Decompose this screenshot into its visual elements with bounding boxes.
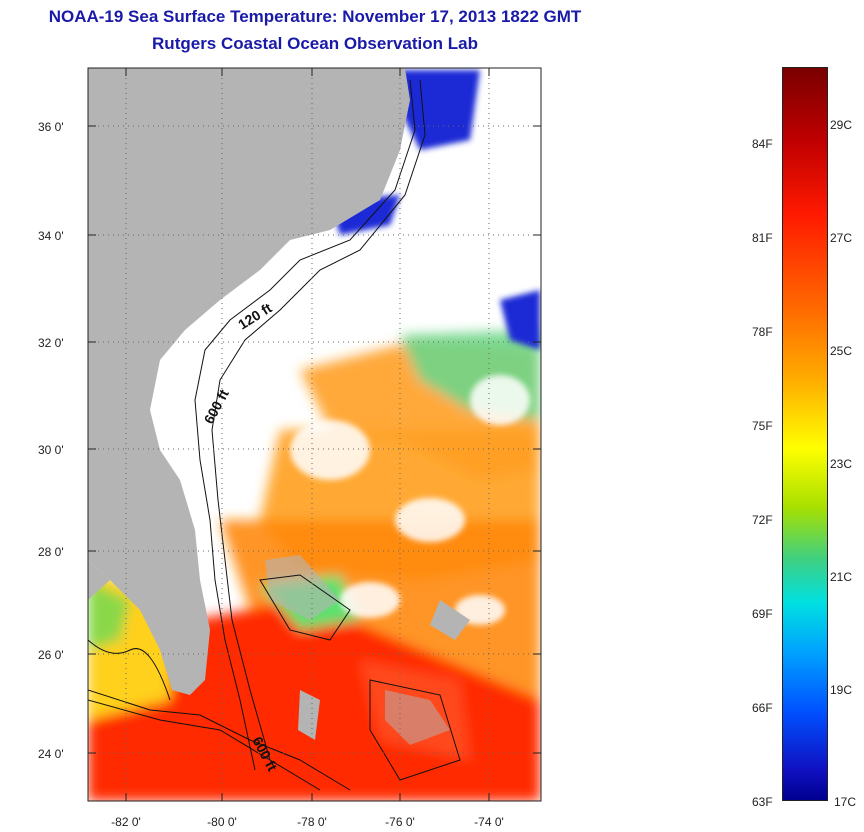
land-mass (88, 68, 410, 695)
colorbar-f-78: 78F (752, 325, 773, 339)
colorbar-f-63: 63F (752, 795, 773, 809)
lat-label-24: 24 0' (38, 747, 64, 761)
colorbar-c-29: 29C (830, 118, 853, 132)
colorbar-f-84: 84F (752, 137, 773, 151)
colorbar-c-19: 19C (830, 683, 853, 697)
colorbar-c-25: 25C (830, 344, 853, 358)
colorbar-f-75: 75F (752, 419, 773, 433)
lat-label-36: 36 0' (38, 120, 64, 134)
lon-label-82: -82 0' (111, 815, 141, 829)
colorbar-c-17: 17C (834, 795, 857, 809)
lat-label-30: 30 0' (38, 443, 64, 457)
map-title: NOAA-19 Sea Surface Temperature: Novembe… (48, 7, 582, 26)
temperature-colorbar (782, 67, 828, 801)
map-frame (87, 67, 542, 802)
graticule (88, 68, 541, 801)
colorbar-f-69: 69F (752, 607, 773, 621)
colorbar-c-27: 27C (830, 231, 853, 245)
lon-label-74: -74 0' (474, 815, 504, 829)
colorbar-f-81: 81F (752, 231, 773, 245)
map-subtitle: Rutgers Coastal Ocean Observation Lab (152, 34, 478, 53)
colorbar-c-21: 21C (830, 570, 853, 584)
colorbar-c-23: 23C (830, 457, 853, 471)
lat-label-32: 32 0' (38, 336, 64, 350)
colorbar-f-72: 72F (752, 513, 773, 527)
lat-label-34: 34 0' (38, 229, 64, 243)
lat-label-26: 26 0' (38, 648, 64, 662)
depth-contours (88, 79, 461, 791)
lat-label-28: 28 0' (38, 545, 64, 559)
lon-label-80: -80 0' (207, 815, 237, 829)
lon-label-76: -76 0' (385, 815, 415, 829)
colorbar-f-66: 66F (752, 701, 773, 715)
lon-label-78: -78 0' (297, 815, 327, 829)
